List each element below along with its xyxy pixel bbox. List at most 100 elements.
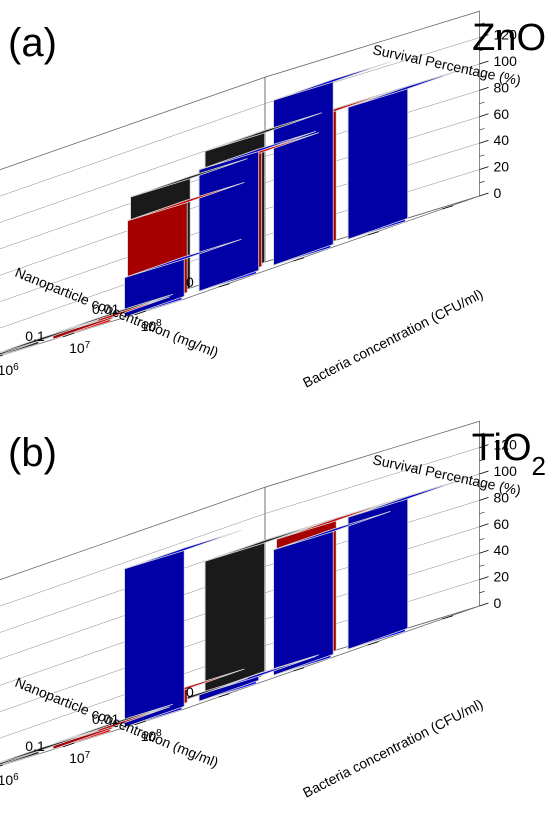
y-tick-mark — [134, 720, 146, 726]
z-tick-mark — [479, 139, 489, 144]
z-tick-label: 120 — [494, 437, 518, 453]
x-tick-mark — [442, 205, 454, 210]
z-tick-label: 80 — [494, 489, 510, 505]
z-tick-label: 60 — [494, 516, 510, 532]
bar-0-2 — [347, 68, 466, 240]
bar-face-side — [347, 85, 409, 240]
x-tick-label: 0.01 — [92, 301, 119, 317]
grid-line — [264, 447, 480, 514]
z-tick-label: 20 — [494, 569, 510, 585]
x-tick-mark — [442, 615, 454, 620]
z-tick-mark — [479, 60, 489, 65]
z-tick-mark — [479, 497, 489, 501]
bar-face-side — [273, 78, 334, 266]
bar-face-top — [0, 729, 99, 764]
z-minor-tick — [479, 564, 485, 567]
grid-line — [0, 513, 266, 607]
x-tick-mark — [293, 257, 305, 262]
z-minor-tick — [479, 154, 485, 157]
z-minor-tick — [479, 49, 485, 52]
bar-face-top — [273, 511, 391, 551]
y-tick-label: 106 — [0, 771, 19, 788]
bar-face-top — [130, 158, 248, 198]
bar-face-top — [124, 238, 242, 278]
material-title: ZnO — [472, 17, 546, 59]
z-tick-mark — [479, 470, 489, 475]
z-minor-tick — [479, 181, 485, 184]
z-tick-label: 40 — [494, 542, 510, 558]
bar-face-side — [347, 495, 409, 650]
bar-3-2 — [124, 530, 242, 728]
z-minor-tick — [479, 101, 485, 104]
z-minor-tick — [479, 591, 485, 594]
z-tick-label: 100 — [494, 463, 518, 479]
z-minor-tick — [479, 538, 485, 541]
bar-3-2 — [124, 238, 242, 318]
z-tick-mark — [479, 523, 489, 528]
z-tick-label: 0 — [494, 595, 502, 611]
x-tick-mark — [293, 667, 305, 672]
z-tick-label: 100 — [494, 53, 518, 69]
z-tick-mark — [479, 166, 489, 170]
x-tick-label: 0.1 — [25, 328, 45, 344]
z-tick-label: 120 — [494, 27, 518, 43]
z-minor-tick — [479, 128, 485, 131]
z-minor-tick — [479, 22, 485, 25]
bar-face-top — [204, 112, 323, 152]
z-tick-mark — [479, 602, 489, 607]
bar-face-top — [124, 530, 242, 570]
y-tick-mark — [62, 332, 75, 338]
z-tick-label: 60 — [494, 106, 510, 122]
y-tick-mark — [0, 354, 3, 357]
z-tick-mark — [479, 34, 489, 38]
bar-3-0 — [0, 729, 99, 766]
bar-face-top — [198, 131, 317, 171]
z-tick-mark — [479, 576, 489, 580]
y-tick-label: 107 — [69, 339, 91, 356]
y-tick-mark — [0, 764, 3, 767]
z-minor-tick — [479, 485, 485, 488]
bar-face-top — [204, 522, 323, 562]
y-tick-mark — [62, 742, 75, 748]
bar-0-0 — [204, 522, 323, 694]
bar-face-side — [273, 528, 334, 676]
z-tick-mark — [479, 113, 489, 118]
z-tick-mark — [479, 87, 489, 91]
bar-3-0 — [0, 319, 99, 356]
bar-face-top — [273, 61, 391, 101]
z-minor-tick — [479, 459, 485, 462]
panel-letter: (a) — [8, 21, 57, 65]
bar-2-2 — [198, 131, 317, 292]
y-axis-label: Bacteria concentration (CFU/ml) — [300, 696, 485, 801]
bar-face-top — [347, 68, 466, 108]
x-tick-label: 0 — [186, 684, 194, 700]
y-tick-label: 108 — [141, 317, 163, 334]
bar-1-2 — [273, 511, 391, 676]
z-tick-mark — [479, 549, 489, 554]
bar-0-2 — [347, 478, 466, 650]
x-tick-mark — [367, 641, 379, 646]
bar-face-top — [276, 500, 394, 540]
x-tick-label: 0.1 — [25, 738, 45, 754]
material-title: TiO2 — [472, 427, 546, 481]
bar-1-2 — [273, 61, 391, 266]
y-tick-label: 107 — [69, 749, 91, 766]
panel-letter: (b) — [8, 431, 57, 475]
bar-face-side — [124, 547, 185, 728]
y-tick-mark — [134, 310, 146, 316]
z-tick-label: 80 — [494, 79, 510, 95]
y-tick-label: 106 — [0, 361, 19, 378]
z-minor-tick — [479, 511, 485, 514]
x-tick-mark — [367, 231, 379, 236]
z-tick-label: 40 — [494, 132, 510, 148]
x-tick-label: 0 — [186, 274, 194, 290]
y-axis-label: Bacteria concentration (CFU/ml) — [300, 286, 485, 391]
bar-face-side — [204, 539, 266, 694]
z-tick-label: 0 — [494, 185, 502, 201]
z-minor-tick — [479, 75, 485, 78]
x-tick-mark — [218, 283, 230, 288]
x-tick-label: 0.01 — [92, 711, 119, 727]
